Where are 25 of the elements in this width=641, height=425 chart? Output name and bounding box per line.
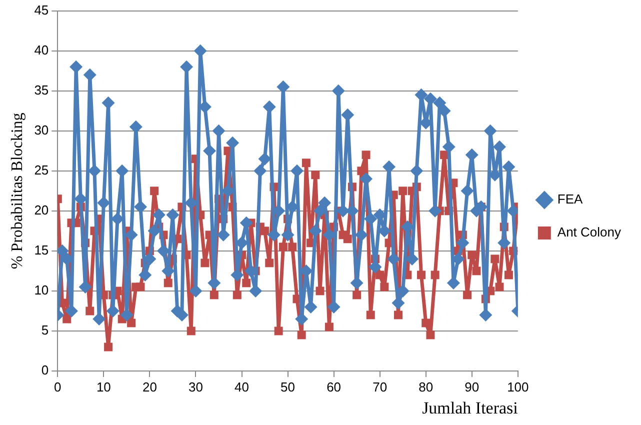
y-tick-label: 0 [41,362,49,378]
x-tick-label: 0 [54,379,62,394]
x-tick-label: 30 [188,379,203,394]
x-tick-label: 100 [507,379,529,394]
x-tick-label: 10 [96,379,111,394]
legend-label: Ant Colony [557,224,622,240]
x-tick-label: 90 [464,379,480,394]
y-tick-label: 35 [34,82,49,98]
y-tick-label: 30 [34,122,49,138]
x-tick-label: 60 [326,379,342,394]
x-tick-label: 70 [372,379,388,394]
y-tick-label: 45 [34,2,49,18]
legend-label: FEA [557,192,584,207]
x-tick-label: 40 [234,379,249,394]
y-axis-title: % Probabilitas Blocking [8,112,26,270]
x-tick-label: 80 [418,379,434,394]
y-tick-label: 25 [34,162,49,178]
y-tick-label: 5 [41,322,49,338]
x-tick-label: 20 [142,379,157,394]
y-tick-label: 10 [34,282,49,298]
y-tick-label: 15 [34,242,49,258]
y-tick-label: 20 [34,202,49,218]
y-tick-label: 40 [34,42,49,58]
x-tick-label: 50 [280,379,296,394]
x-axis-title: Jumlah Iterasi [422,398,518,418]
